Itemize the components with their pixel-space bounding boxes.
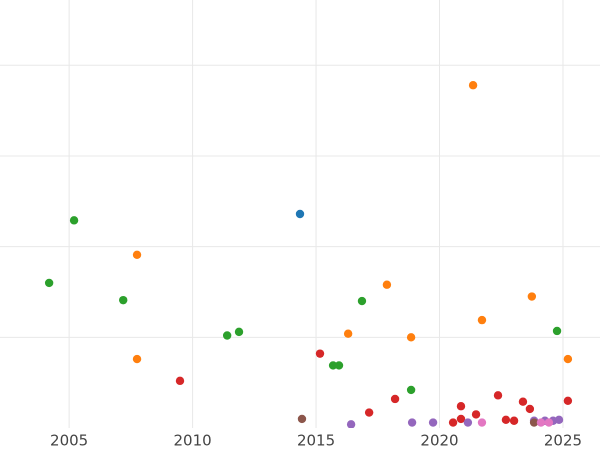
point [132, 250, 142, 260]
point [346, 420, 356, 428]
point [234, 327, 244, 337]
point [119, 295, 128, 305]
point [471, 410, 481, 419]
point [343, 329, 353, 338]
point [493, 391, 503, 400]
point [175, 376, 185, 386]
point [554, 415, 564, 425]
point [44, 278, 54, 288]
point [295, 209, 305, 219]
point [222, 331, 232, 340]
x-tick-label: 2010 [173, 432, 211, 450]
point [390, 394, 400, 404]
point [364, 408, 374, 417]
point [525, 404, 535, 414]
labels: 2005 2010 2015 2020 2025 [50, 432, 582, 450]
grid [0, 0, 600, 428]
point [468, 81, 478, 90]
point [501, 415, 511, 425]
point [132, 354, 142, 364]
point [407, 418, 417, 427]
x-tick-label: 2025 [544, 432, 582, 450]
point [69, 216, 79, 225]
point [552, 326, 562, 336]
point [477, 418, 487, 427]
point [357, 296, 367, 306]
point [382, 280, 392, 289]
point [529, 418, 539, 427]
point [315, 349, 325, 358]
point [328, 361, 338, 370]
point [563, 354, 573, 364]
point [536, 418, 546, 427]
point [477, 315, 487, 325]
point [297, 414, 307, 424]
point [456, 402, 466, 411]
x-tick-label: 2015 [297, 432, 335, 450]
point [456, 414, 466, 424]
point [463, 418, 473, 427]
x-tick-label: 2005 [50, 432, 88, 450]
point [518, 397, 528, 406]
point [334, 361, 344, 370]
point [406, 385, 416, 395]
point [448, 418, 458, 427]
points [44, 81, 573, 428]
point [406, 333, 416, 342]
point [544, 418, 554, 427]
point [428, 418, 438, 427]
point [527, 292, 537, 301]
point [509, 416, 519, 425]
point [563, 396, 573, 405]
x-tick-label: 2020 [420, 432, 458, 450]
